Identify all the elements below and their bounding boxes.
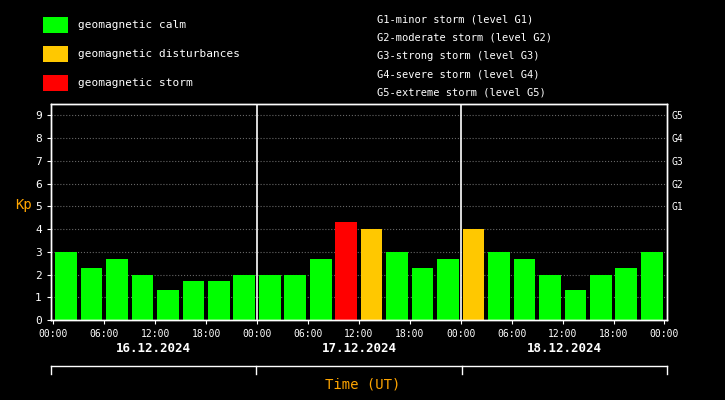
Bar (386, 252, 408, 320)
Y-axis label: Kp: Kp (15, 198, 32, 212)
Text: G5-extreme storm (level G5): G5-extreme storm (level G5) (377, 88, 546, 98)
Bar (513, 259, 535, 320)
Text: G3-strong storm (level G3): G3-strong storm (level G3) (377, 51, 539, 61)
Text: G1-minor storm (level G1): G1-minor storm (level G1) (377, 14, 534, 24)
Bar (616, 268, 637, 320)
Bar (641, 252, 663, 320)
Bar (539, 274, 560, 320)
Text: G2-moderate storm (level G2): G2-moderate storm (level G2) (377, 32, 552, 42)
Bar (310, 259, 331, 320)
Text: Time (UT): Time (UT) (325, 378, 400, 392)
Bar (132, 274, 153, 320)
Bar (336, 222, 357, 320)
Bar (412, 268, 434, 320)
Bar (43, 17, 68, 33)
Bar (233, 274, 255, 320)
Text: geomagnetic calm: geomagnetic calm (78, 20, 186, 30)
Text: geomagnetic storm: geomagnetic storm (78, 78, 192, 88)
Bar (463, 229, 484, 320)
Text: 17.12.2024: 17.12.2024 (321, 342, 397, 354)
Bar (590, 274, 612, 320)
Bar (437, 259, 459, 320)
Text: G4-severe storm (level G4): G4-severe storm (level G4) (377, 69, 539, 79)
Bar (488, 252, 510, 320)
Bar (361, 229, 382, 320)
Bar (183, 281, 204, 320)
Bar (55, 252, 77, 320)
Bar (80, 268, 102, 320)
Text: 16.12.2024: 16.12.2024 (116, 342, 191, 354)
Text: geomagnetic disturbances: geomagnetic disturbances (78, 49, 240, 59)
Bar (43, 75, 68, 91)
Bar (259, 274, 281, 320)
Bar (284, 274, 306, 320)
Bar (208, 281, 230, 320)
Text: 18.12.2024: 18.12.2024 (527, 342, 602, 354)
Bar (565, 290, 586, 320)
Bar (43, 46, 68, 62)
Bar (157, 290, 178, 320)
Bar (106, 259, 128, 320)
